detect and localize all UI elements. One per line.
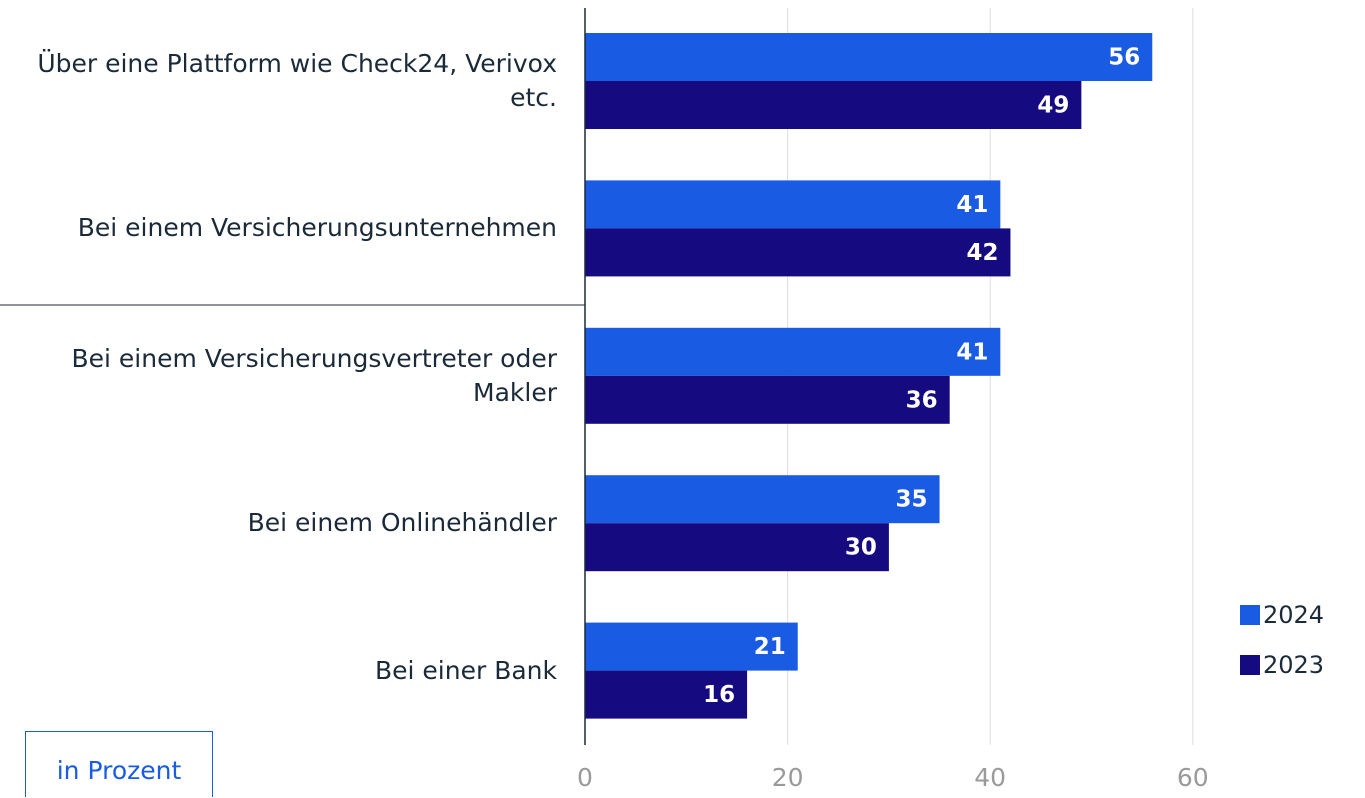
legend-label: 2023 <box>1263 651 1324 679</box>
bar <box>585 670 748 719</box>
bar <box>585 228 1011 277</box>
category-label: Bei einem Onlinehändler <box>247 508 557 538</box>
category-label: Über eine Plattform wie Check24, Verivox… <box>37 49 557 112</box>
value-label: 30 <box>845 535 877 561</box>
bar <box>585 475 940 524</box>
value-label: 41 <box>956 339 988 365</box>
bar <box>585 327 1001 376</box>
category-label: Bei einer Bank <box>375 655 557 685</box>
value-label: 21 <box>754 634 786 660</box>
unit-note: in Prozent <box>25 731 213 797</box>
legend-swatch <box>1240 655 1260 675</box>
bar <box>585 33 1153 81</box>
value-label: 36 <box>906 387 938 413</box>
x-tick-label: 0 <box>577 763 593 792</box>
bar <box>585 375 950 424</box>
value-label: 16 <box>703 682 735 708</box>
value-label: 42 <box>966 240 998 266</box>
bar <box>585 180 1001 229</box>
category-label: Bei einem Versicherungsunternehmen <box>77 213 557 243</box>
value-label: 35 <box>896 487 928 513</box>
x-tick-label: 60 <box>1177 763 1209 792</box>
legend-swatch <box>1240 605 1260 625</box>
bar <box>585 523 889 572</box>
value-label: 49 <box>1037 93 1069 119</box>
x-tick-label: 20 <box>772 763 804 792</box>
x-tick-label: 40 <box>974 763 1006 792</box>
category-label: Bei einem Versicherungsvertreter oder Ma… <box>71 343 558 407</box>
legend-label: 2024 <box>1263 601 1324 629</box>
value-label: 41 <box>956 192 988 218</box>
bar <box>585 622 798 671</box>
bar <box>585 81 1082 129</box>
value-label: 56 <box>1108 45 1140 71</box>
